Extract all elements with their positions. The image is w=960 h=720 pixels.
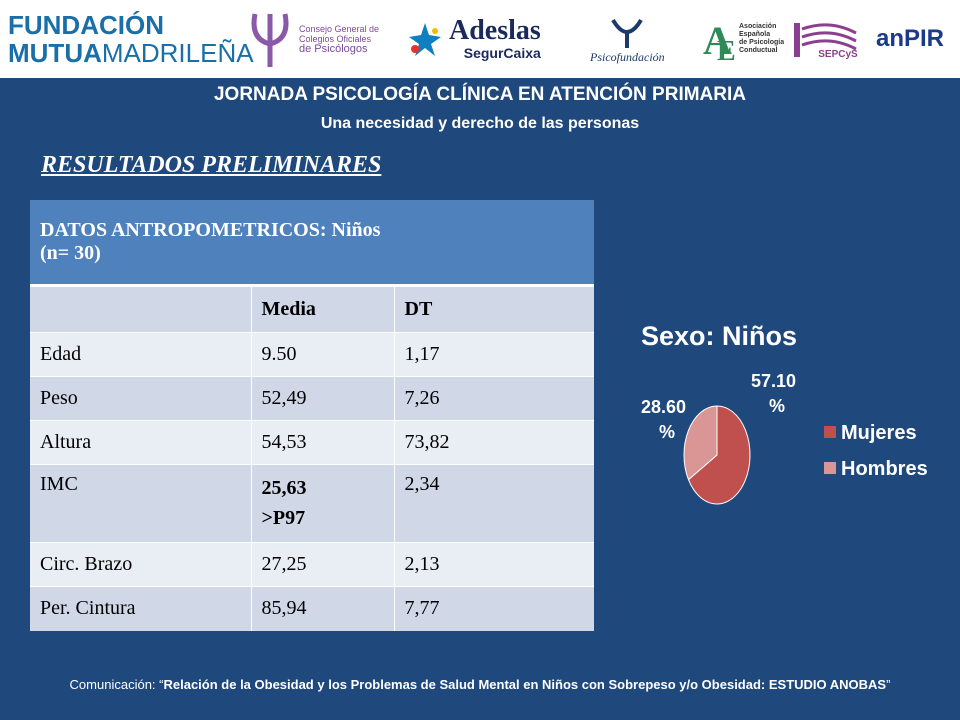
table-title-cell: DATOS ANTROPOMETRICOS: Niños (n= 30) <box>30 200 594 287</box>
row-media: 9.50 <box>250 332 394 377</box>
row-dt: 2,34 <box>393 464 594 543</box>
consejo-psicologos-logo: Consejo General de Colegios Oficiales de… <box>245 0 379 78</box>
aepc-line1: Asociación <box>739 23 777 30</box>
pie-data-label: 28.60% <box>641 397 686 442</box>
section-title: RESULTADOS PRELIMINARES <box>41 152 382 178</box>
caixa-star-icon <box>409 23 441 56</box>
pie-slice-mujeres <box>687 405 751 505</box>
row-label: Per. Cintura <box>30 586 251 631</box>
row-media: 27,25 <box>250 542 394 587</box>
table-title-row: DATOS ANTROPOMETRICOS: Niños (n= 30) <box>30 200 594 287</box>
row-dt: 1,17 <box>393 332 594 377</box>
table-row: Edad 9.50 1,17 <box>30 332 594 377</box>
table-title-line2: (n= 30) <box>40 242 101 264</box>
row-media: 85,94 <box>250 586 394 631</box>
footer-text: Relación de la Obesidad y los Problemas … <box>163 677 887 692</box>
svg-text:E: E <box>717 36 736 62</box>
aepc-logo: A E Asociación Española de Psicología Co… <box>703 0 784 78</box>
imc-media-value: 25,63 <box>261 477 307 499</box>
psi-icon <box>251 13 289 67</box>
row-dt: 73,82 <box>393 420 594 465</box>
segurcaixa-name: SegurCaixa <box>463 45 541 61</box>
fundacion-logo-line1: FUNDACIÓN <box>8 10 164 40</box>
sepcys-logo: SEPCyS <box>790 0 860 78</box>
row-media: 52,49 <box>250 376 394 421</box>
row-label: Circ. Brazo <box>30 542 251 587</box>
table-column-headers: Media DT <box>30 285 594 333</box>
table-title-line1: DATOS ANTROPOMETRICOS: Niños <box>40 219 381 241</box>
aepc-line3: de Psicología <box>739 39 785 46</box>
table-row: Per. Cintura 85,94 7,77 <box>30 586 594 631</box>
imc-percentile: >P97 <box>261 507 306 529</box>
anpir-name: anPIR <box>876 25 945 52</box>
header-empty-cell <box>30 285 251 333</box>
fundacion-logo-line2: MUTUAMADRILEÑA <box>8 38 254 68</box>
fundacion-mutua-madrilena-logo: FUNDACIÓN MUTUAMADRILEÑA <box>8 0 254 78</box>
row-dt: 2,13 <box>393 542 594 587</box>
header-media: Media <box>250 285 394 333</box>
table-row: Circ. Brazo 27,25 2,13 <box>30 542 594 587</box>
jornada-title: JORNADA PSICOLOGÍA CLÍNICA EN ATENCIÓN P… <box>213 84 746 105</box>
consejo-line3: de Psicólogos <box>299 43 368 55</box>
table-row: IMC 25,63 >P97 2,34 <box>30 464 594 543</box>
sepcys-name: SEPCyS <box>818 48 858 60</box>
row-dt: 7,77 <box>393 586 594 631</box>
anthropometric-table: DATOS ANTROPOMETRICOS: Niños (n= 30) Med… <box>30 200 594 631</box>
row-dt: 7,26 <box>393 376 594 421</box>
footer-communication: Comunicación: “Relación de la Obesidad y… <box>0 676 960 693</box>
footer-suffix: ” <box>886 677 891 692</box>
footer-prefix: Comunicación: “ <box>69 677 164 692</box>
table-row: Altura 54,53 73,82 <box>30 420 594 465</box>
legend-label: Hombres <box>841 458 928 480</box>
legend-swatch <box>824 462 836 474</box>
row-label: Altura <box>30 420 251 465</box>
legend-swatch <box>824 426 836 438</box>
psicofundacion-icon <box>611 18 644 48</box>
legend-label: Mujeres <box>841 422 917 444</box>
pie-data-label: 57.10% <box>751 371 796 416</box>
row-media: 25,63 >P97 <box>250 464 394 543</box>
aepc-line2: Española <box>739 31 771 38</box>
aepc-line4: Conductual <box>739 47 778 54</box>
svg-text:A: A <box>703 18 732 62</box>
pie-chart-svg: Sexo: Niños 57.10 % 28.60% Mujeres Hombres <box>641 321 928 505</box>
sepcys-icon <box>794 22 857 57</box>
adeslas-logo: Adeslas SegurCaixa <box>405 0 541 78</box>
row-label: Edad <box>30 332 251 377</box>
row-label: Peso <box>30 376 251 421</box>
pie-slice-hombres <box>683 405 718 481</box>
chart-title: Sexo: Niños <box>641 321 797 351</box>
aepc-icon: A E <box>703 18 736 62</box>
jornada-subtitle: Una necesidad y derecho de las personas <box>320 115 640 132</box>
table-row: Peso 52,49 7,26 <box>30 376 594 421</box>
psicofundacion-name: Psicofundación <box>590 49 665 64</box>
psicofundacion-logo: Psicofundación <box>590 0 665 78</box>
logo-banner: FUNDACIÓN MUTUAMADRILEÑA Consejo General… <box>0 0 960 78</box>
anpir-logo: anPIR <box>876 0 944 78</box>
consejo-line2: Colegios Oficiales <box>299 34 372 44</box>
row-label: IMC <box>30 464 251 543</box>
consejo-line1: Consejo General de <box>299 24 380 34</box>
header-dt: DT <box>393 285 594 333</box>
adeslas-name: Adeslas <box>449 15 541 46</box>
sex-pie-chart: Sexo: Niños 57.10% 28.60% Mujeres Hombres <box>605 295 945 555</box>
row-media: 54,53 <box>250 420 394 465</box>
